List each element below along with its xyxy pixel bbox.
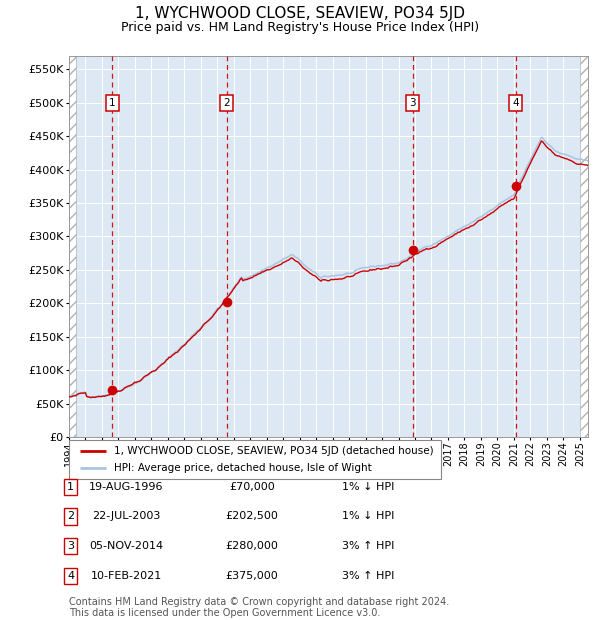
Text: 3% ↑ HPI: 3% ↑ HPI <box>342 541 394 551</box>
Text: 1: 1 <box>109 97 116 108</box>
Text: 4: 4 <box>512 97 519 108</box>
Text: £375,000: £375,000 <box>226 571 278 581</box>
Text: 4: 4 <box>67 571 74 581</box>
Text: HPI: Average price, detached house, Isle of Wight: HPI: Average price, detached house, Isle… <box>113 463 371 473</box>
Text: 22-JUL-2003: 22-JUL-2003 <box>92 512 160 521</box>
FancyBboxPatch shape <box>69 440 441 479</box>
Text: 10-FEB-2021: 10-FEB-2021 <box>91 571 161 581</box>
Text: 2: 2 <box>223 97 230 108</box>
Text: Contains HM Land Registry data © Crown copyright and database right 2024.
This d: Contains HM Land Registry data © Crown c… <box>69 596 449 618</box>
Text: 3: 3 <box>409 97 416 108</box>
Text: Price paid vs. HM Land Registry's House Price Index (HPI): Price paid vs. HM Land Registry's House … <box>121 21 479 34</box>
Text: 1% ↓ HPI: 1% ↓ HPI <box>342 512 394 521</box>
Text: 1% ↓ HPI: 1% ↓ HPI <box>342 482 394 492</box>
Text: £202,500: £202,500 <box>226 512 278 521</box>
Text: £280,000: £280,000 <box>226 541 278 551</box>
Text: £70,000: £70,000 <box>229 482 275 492</box>
Text: 3% ↑ HPI: 3% ↑ HPI <box>342 571 394 581</box>
Text: 05-NOV-2014: 05-NOV-2014 <box>89 541 163 551</box>
Text: 1, WYCHWOOD CLOSE, SEAVIEW, PO34 5JD (detached house): 1, WYCHWOOD CLOSE, SEAVIEW, PO34 5JD (de… <box>113 446 433 456</box>
Bar <box>69 56 76 437</box>
Bar <box>580 56 588 437</box>
Text: 19-AUG-1996: 19-AUG-1996 <box>89 482 163 492</box>
Text: 1: 1 <box>67 482 74 492</box>
Text: 2: 2 <box>67 512 74 521</box>
Text: 3: 3 <box>67 541 74 551</box>
Text: 1, WYCHWOOD CLOSE, SEAVIEW, PO34 5JD: 1, WYCHWOOD CLOSE, SEAVIEW, PO34 5JD <box>135 6 465 21</box>
